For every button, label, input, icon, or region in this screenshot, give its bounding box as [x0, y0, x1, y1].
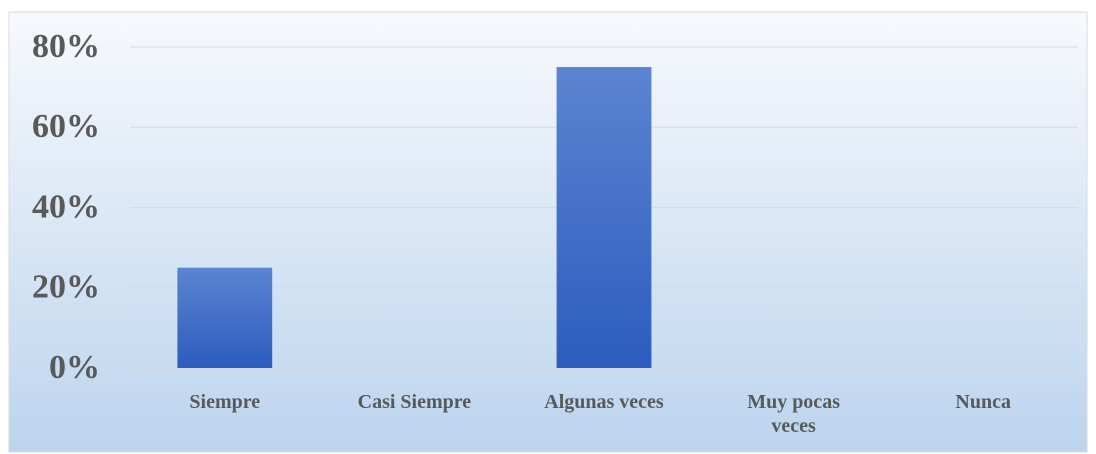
x-tick-label: Siempre — [189, 391, 261, 413]
y-tick-label: 20% — [32, 269, 100, 306]
y-tick-label: 40% — [32, 188, 100, 225]
x-tick-label: Muy pocas veces — [747, 391, 840, 437]
x-tick-label: Algunas veces — [544, 391, 664, 413]
bar — [556, 67, 652, 368]
y-tick-label: 0% — [49, 349, 100, 386]
chart-background — [8, 11, 1088, 453]
bar — [177, 267, 273, 368]
x-tick-label: Nunca — [955, 391, 1011, 413]
y-tick-label: 60% — [32, 108, 100, 145]
x-tick-label: Casi Siempre — [357, 391, 472, 413]
y-tick-label: 80% — [32, 28, 100, 65]
